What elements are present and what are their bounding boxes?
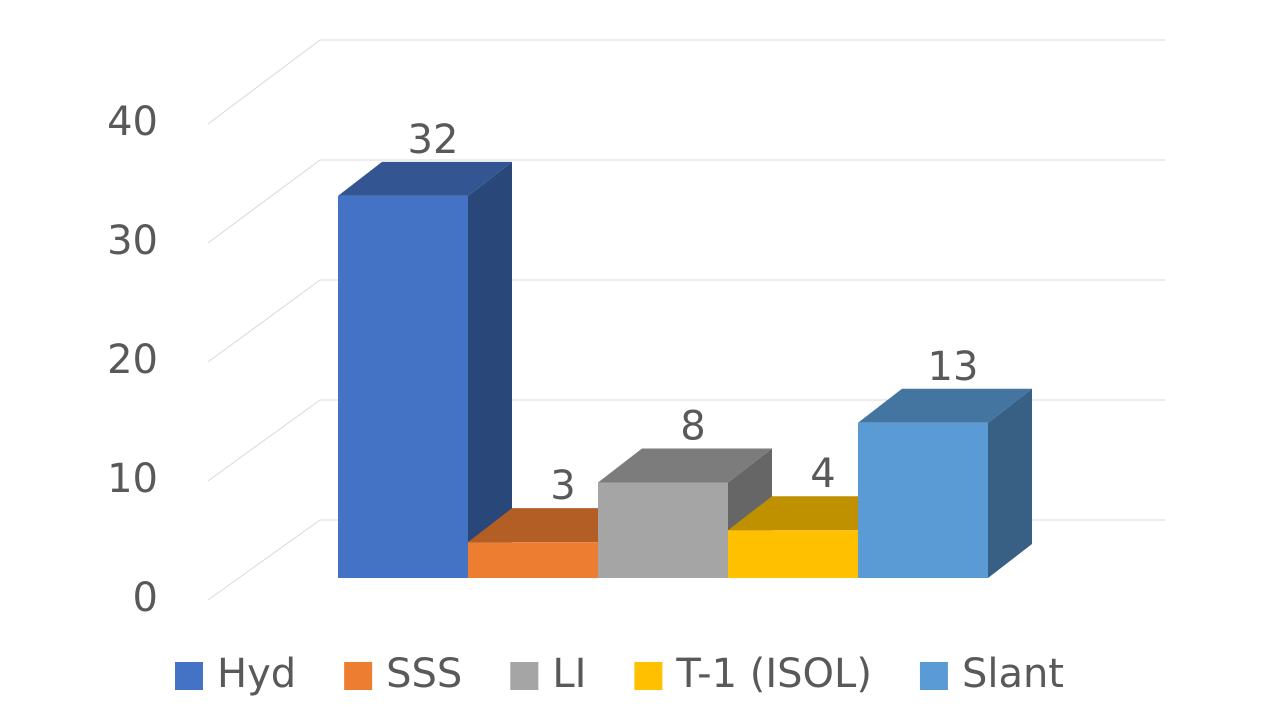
y-tick-label: 30 [107,218,158,264]
bar [598,482,728,578]
legend-label: SSS [386,651,462,697]
data-label: 3 [550,463,575,509]
bar [338,195,468,579]
legend-label: LI [552,651,586,697]
y-tick-label: 40 [107,99,158,145]
data-label: 8 [680,403,705,449]
data-label: 13 [928,344,979,390]
bar [728,530,858,578]
bar [468,542,598,578]
bar-side [988,388,1032,578]
data-label: 4 [810,451,835,497]
legend-label: Slant [962,651,1064,697]
grid-line [207,519,321,601]
grid-line [207,399,321,482]
legend-swatch [919,662,948,690]
y-tick-label: 20 [107,337,158,383]
bar-top [338,161,512,196]
bar-top [858,388,1032,423]
grid-line [207,279,321,363]
legend-label: Hyd [217,651,296,697]
data-label: 32 [408,117,459,163]
legend-swatch [510,662,539,690]
bar [858,422,988,578]
grid-line [207,39,321,125]
y-tick-label: 10 [107,456,158,502]
y-tick-label: 0 [133,575,158,621]
bar-top [598,448,772,483]
legend-swatch [344,662,373,690]
legend-swatch [175,662,203,690]
bar-side [468,161,512,579]
legend-label: T-1 (ISOL) [675,651,872,697]
grid-line [207,159,321,244]
legend-swatch [634,662,663,690]
